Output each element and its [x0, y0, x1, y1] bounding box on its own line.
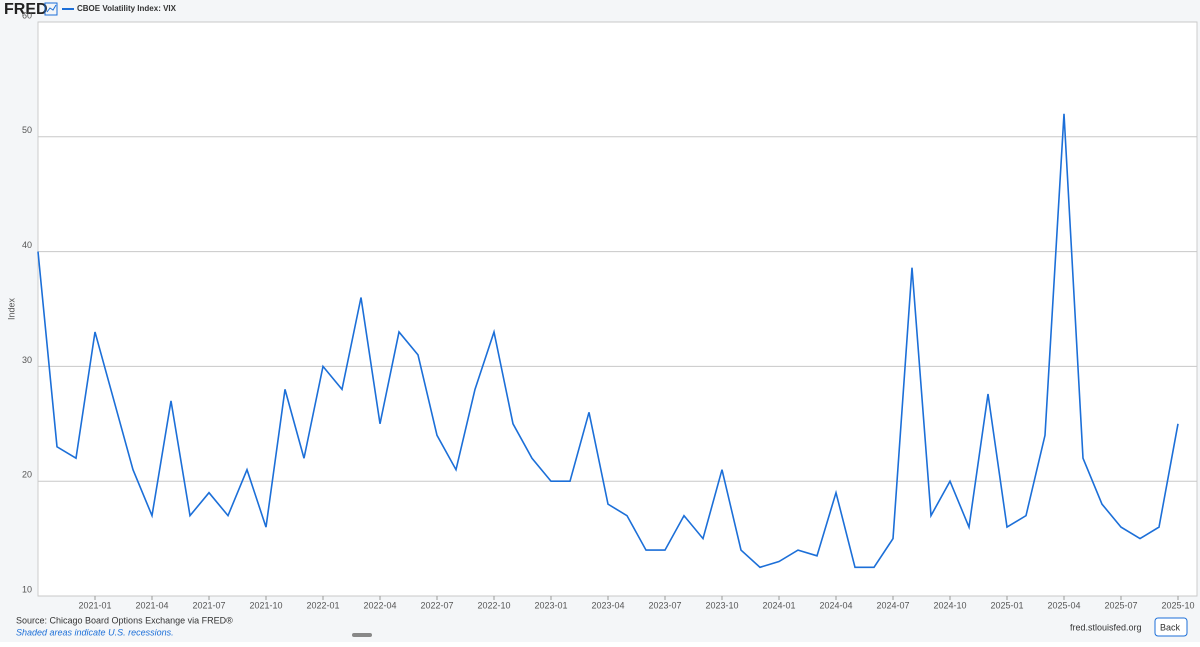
- logo-icon-line: [46, 4, 57, 13]
- x-tick-label: 2024-04: [819, 600, 852, 610]
- x-tick-label: 2021-04: [135, 600, 168, 610]
- x-tick-label: 2025-07: [1104, 600, 1137, 610]
- x-tick-label: 2024-10: [933, 600, 966, 610]
- x-tick-label: 2023-07: [648, 600, 681, 610]
- back-button[interactable]: [1154, 617, 1188, 637]
- x-tick-label: 2024-07: [876, 600, 909, 610]
- y-tick-label: 20: [22, 470, 32, 480]
- y-tick-label: 10: [22, 584, 32, 594]
- x-tick-label: 2023-10: [705, 600, 738, 610]
- x-tick-label: 2025-01: [990, 600, 1023, 610]
- y-tick-label: 50: [22, 125, 32, 135]
- y-tick-label: 30: [22, 355, 32, 365]
- x-tick-label: 2021-07: [192, 600, 225, 610]
- legend-label: CBOE Volatility Index: VIX: [77, 4, 177, 13]
- x-tick-label: 2022-07: [420, 600, 453, 610]
- y-axis-label: Index: [6, 297, 16, 320]
- note: Shaded areas indicate U.S. recessions.: [16, 627, 174, 637]
- y-tick-label: 60: [22, 10, 32, 20]
- x-tick-label: 2023-01: [534, 600, 567, 610]
- logo-icon: [44, 2, 58, 16]
- y-tick-label: 40: [22, 240, 32, 250]
- scroll-handle[interactable]: [352, 633, 372, 637]
- x-tick-label: 2024-01: [762, 600, 795, 610]
- x-tick-label: 2025-04: [1047, 600, 1080, 610]
- x-tick-label: 2021-01: [78, 600, 111, 610]
- x-tick-label: 2025-10: [1161, 600, 1194, 610]
- source: Source: Chicago Board Options Exchange v…: [16, 615, 233, 625]
- x-tick-label: 2022-04: [363, 600, 396, 610]
- logo: FRED: [4, 1, 48, 18]
- x-tick-label: 2022-01: [306, 600, 339, 610]
- back-button-label[interactable]: Back: [1160, 622, 1181, 632]
- x-tick-label: 2023-04: [591, 600, 624, 610]
- x-tick-label: 2022-10: [477, 600, 510, 610]
- site: fred.stlouisfed.org: [1070, 622, 1142, 632]
- data-line: [37, 113, 1179, 569]
- x-tick-label: 2021-10: [249, 600, 282, 610]
